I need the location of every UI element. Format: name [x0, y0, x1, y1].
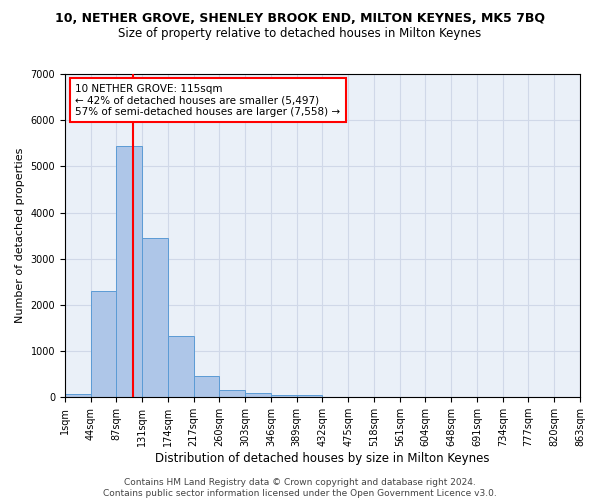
X-axis label: Distribution of detached houses by size in Milton Keynes: Distribution of detached houses by size … [155, 452, 490, 465]
Bar [91, 291, 116, 397]
Bar [116, 146, 142, 397]
Bar [220, 390, 245, 397]
Y-axis label: Number of detached properties: Number of detached properties [15, 148, 25, 324]
Bar [168, 336, 194, 397]
Bar [296, 396, 322, 397]
Bar [65, 394, 91, 397]
Text: Contains HM Land Registry data © Crown copyright and database right 2024.
Contai: Contains HM Land Registry data © Crown c… [103, 478, 497, 498]
Text: 10, NETHER GROVE, SHENLEY BROOK END, MILTON KEYNES, MK5 7BQ: 10, NETHER GROVE, SHENLEY BROOK END, MIL… [55, 12, 545, 26]
Bar [194, 376, 220, 397]
Bar [142, 238, 168, 397]
Text: 10 NETHER GROVE: 115sqm
← 42% of detached houses are smaller (5,497)
57% of semi: 10 NETHER GROVE: 115sqm ← 42% of detache… [75, 84, 340, 117]
Bar [271, 394, 296, 397]
Text: Size of property relative to detached houses in Milton Keynes: Size of property relative to detached ho… [118, 28, 482, 40]
Bar [245, 394, 271, 397]
